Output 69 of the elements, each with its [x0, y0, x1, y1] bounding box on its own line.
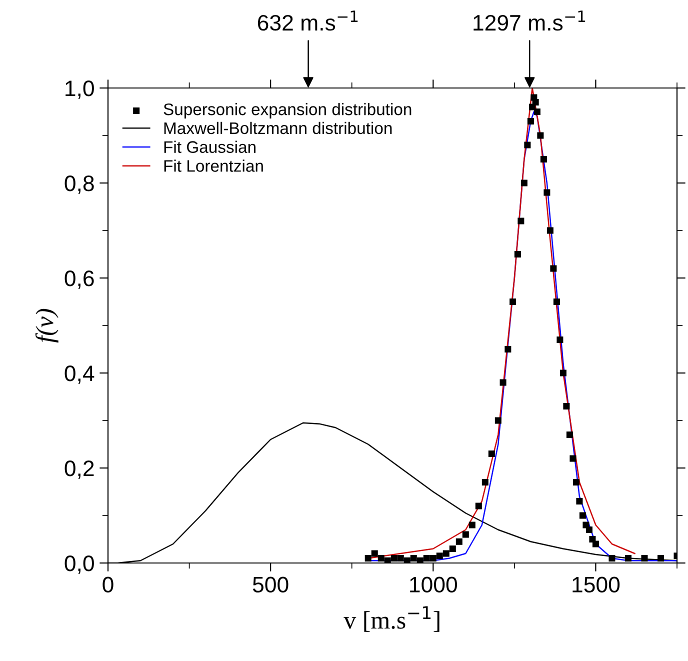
- point: [527, 118, 534, 125]
- point: [550, 265, 557, 272]
- point: [404, 557, 410, 563]
- point: [657, 554, 664, 562]
- point: [518, 218, 524, 224]
- point: [570, 455, 576, 462]
- point: [504, 346, 512, 353]
- point: [371, 550, 378, 557]
- y-tick-label: 0,0: [64, 556, 94, 574]
- point: [592, 540, 599, 548]
- point: [462, 531, 469, 538]
- point: [546, 227, 554, 234]
- y-tick-label: 1,0: [66, 80, 94, 99]
- x-tick-label: 1500: [572, 576, 620, 593]
- point: [442, 550, 450, 557]
- point: [560, 370, 566, 376]
- y-axis-title: f(v): [35, 308, 58, 343]
- text: 1297 m.s$^{−1}$: [474, 10, 586, 31]
- point: [608, 554, 616, 562]
- point: [488, 450, 495, 458]
- point: [390, 554, 398, 562]
- point: [482, 478, 488, 486]
- point: [378, 554, 384, 562]
- legend-label: Maxwell-Boltzmann distribution: [164, 122, 392, 134]
- point: [468, 522, 476, 528]
- point: [475, 502, 482, 510]
- point: [364, 554, 372, 562]
- y-tick-label: 0,6: [64, 270, 94, 289]
- point: [430, 554, 436, 562]
- point: [510, 298, 516, 306]
- point: [494, 417, 502, 424]
- point: [397, 554, 404, 562]
- point: [579, 512, 586, 519]
- legend-label: Fit Lorentzian: [164, 160, 263, 172]
- legend-label: Fit Gaussian: [164, 140, 256, 153]
- point: [566, 431, 573, 438]
- point: [436, 552, 443, 560]
- legend-label: Supersonic expansion distribution: [164, 103, 412, 119]
- x-axis-title: v [m.s$^{−1}$]: [344, 606, 440, 632]
- point: [456, 538, 462, 545]
- point: [532, 98, 539, 106]
- point: [524, 142, 531, 148]
- y-tick-label: 0,8: [64, 176, 94, 194]
- x-tick-label: 0: [102, 576, 114, 593]
- point: [410, 554, 417, 562]
- point: [572, 478, 580, 486]
- point: [563, 402, 570, 410]
- point: [514, 250, 521, 258]
- x-tick-label: 1000: [410, 576, 457, 593]
- point: [423, 554, 430, 562]
- point: [556, 336, 564, 344]
- point: [576, 498, 583, 505]
- point: [553, 298, 560, 306]
- point: [586, 526, 592, 534]
- y-tick-label: 0,2: [64, 460, 94, 479]
- point: [500, 379, 506, 386]
- point: [534, 108, 540, 116]
- text: 632 m.s$^{−1}$: [258, 10, 358, 31]
- x-tick-label: 500: [252, 576, 288, 593]
- point: [537, 132, 544, 139]
- point: [416, 557, 424, 563]
- point: [449, 545, 456, 552]
- y-tick-label: 0,4: [64, 366, 94, 384]
- point: [641, 554, 648, 562]
- point: [540, 156, 547, 163]
- point: [384, 557, 391, 563]
- point: [624, 554, 632, 562]
- point: [520, 180, 528, 186]
- point: [544, 189, 550, 196]
